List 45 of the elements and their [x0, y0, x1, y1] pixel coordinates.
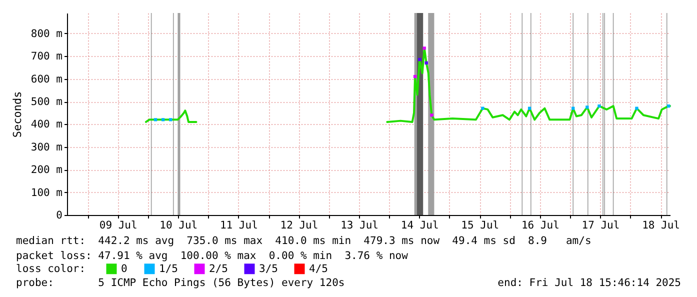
point [154, 118, 158, 122]
x-tick-label: 12 Jul [280, 220, 318, 232]
point [169, 118, 172, 122]
y-axis-title: Seconds [10, 91, 24, 138]
legend-label: 1/5 [159, 262, 178, 275]
text: end: Fri Jul 18 15:46:14 2025 [498, 277, 681, 289]
legend-label: 0 [121, 262, 128, 275]
x-tick-label: 14 Jul [400, 220, 439, 232]
point [481, 106, 484, 110]
point [418, 58, 422, 62]
point [413, 74, 417, 78]
y-tick-label: 700 m [30, 50, 62, 63]
y-tick-label: 200 m [30, 164, 62, 176]
point [161, 118, 165, 122]
text: median rtt: 442.2 ms avg 735.0 ms max 410.0 ms min 479.3 ms now 49.4 ms sd 8.9 am/s [16, 235, 592, 247]
x-tick-label: 18 Jul [642, 220, 680, 232]
y-tick-label: 0 [56, 210, 62, 222]
y-tick-label: 500 m [30, 96, 62, 108]
text: probe: 5 ICMP Echo Pings (56 Bytes) every 120s [16, 277, 345, 289]
point [572, 106, 575, 110]
legend-label: 4/5 [309, 262, 328, 275]
text: packet loss: 47.91 % avg 100.00 % max 0.00 % min 3.76 % now [16, 250, 409, 262]
point [586, 106, 589, 109]
legend-label: 3/5 [259, 262, 278, 275]
legend-title: loss color: [16, 263, 86, 275]
y-tick-label: 100 m [30, 186, 62, 199]
y-tick-label: 600 m [30, 73, 62, 86]
x-tick-label: 09 Jul [99, 220, 138, 232]
point [598, 104, 601, 108]
x-tick-label: 10 Jul [160, 220, 198, 232]
point [422, 46, 426, 50]
x-tick-label: 16 Jul [521, 220, 560, 232]
point [430, 114, 434, 117]
point [666, 104, 670, 108]
x-tick-label: 17 Jul [582, 220, 620, 232]
y-tick-label: 300 m [30, 141, 62, 154]
point [424, 61, 428, 65]
point [528, 106, 532, 110]
point [635, 106, 638, 110]
y-tick-label: 400 m [30, 118, 62, 131]
x-tick-label: 11 Jul [220, 220, 258, 232]
x-tick-label: 13 Jul [340, 220, 379, 232]
x-tick-label: 15 Jul [461, 220, 500, 232]
y-tick-label: 800 m [30, 28, 62, 40]
legend-label: 2/5 [209, 262, 228, 275]
